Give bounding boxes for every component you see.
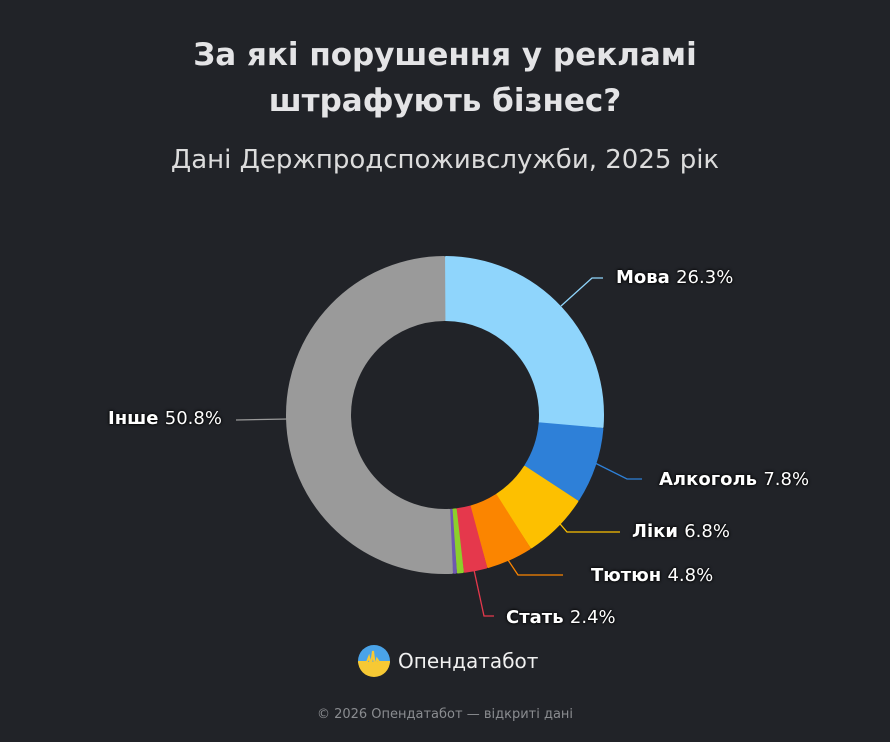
donut-slice-Стать[interactable] (455, 505, 488, 573)
donut-slice-minor-5[interactable] (451, 508, 464, 574)
donut-slice-Алкоголь[interactable] (524, 422, 604, 501)
brand-name: Опендатабот (398, 649, 539, 673)
donut-slice-Ліки[interactable] (495, 465, 579, 549)
label-tiutiun: Тютюн 4.8% (591, 565, 714, 586)
title-line-2: штрафують бізнес? (268, 83, 622, 119)
opendatabot-logo-icon (358, 645, 390, 677)
chart-title: За які порушення у рекламі штрафують біз… (0, 32, 890, 124)
donut-slice-Тютюн[interactable] (469, 494, 531, 569)
donut-slice-Мова[interactable] (444, 256, 604, 428)
donut-slices (286, 256, 604, 574)
brand: Опендатабот (358, 645, 538, 677)
chart-subtitle: Дані Держпродспоживслужби, 2025 рік (170, 145, 720, 175)
label-mova: Мова 26.3% (616, 267, 734, 288)
footer-copyright: © 2026 Опендатабот — відкриті дані (316, 707, 574, 722)
title-line-1: За які порушення у рекламі (193, 37, 697, 73)
label-liky: Ліки 6.8% (632, 521, 730, 542)
label-alkohol: Алкоголь 7.8% (659, 469, 810, 490)
donut-slice-minor-6[interactable] (449, 508, 457, 574)
label-inshe: Інше 50.8% (108, 408, 222, 429)
label-stat: Стать 2.4% (506, 607, 616, 628)
donut-slice-Інше[interactable] (286, 256, 453, 574)
leader-lines (235, 277, 642, 617)
